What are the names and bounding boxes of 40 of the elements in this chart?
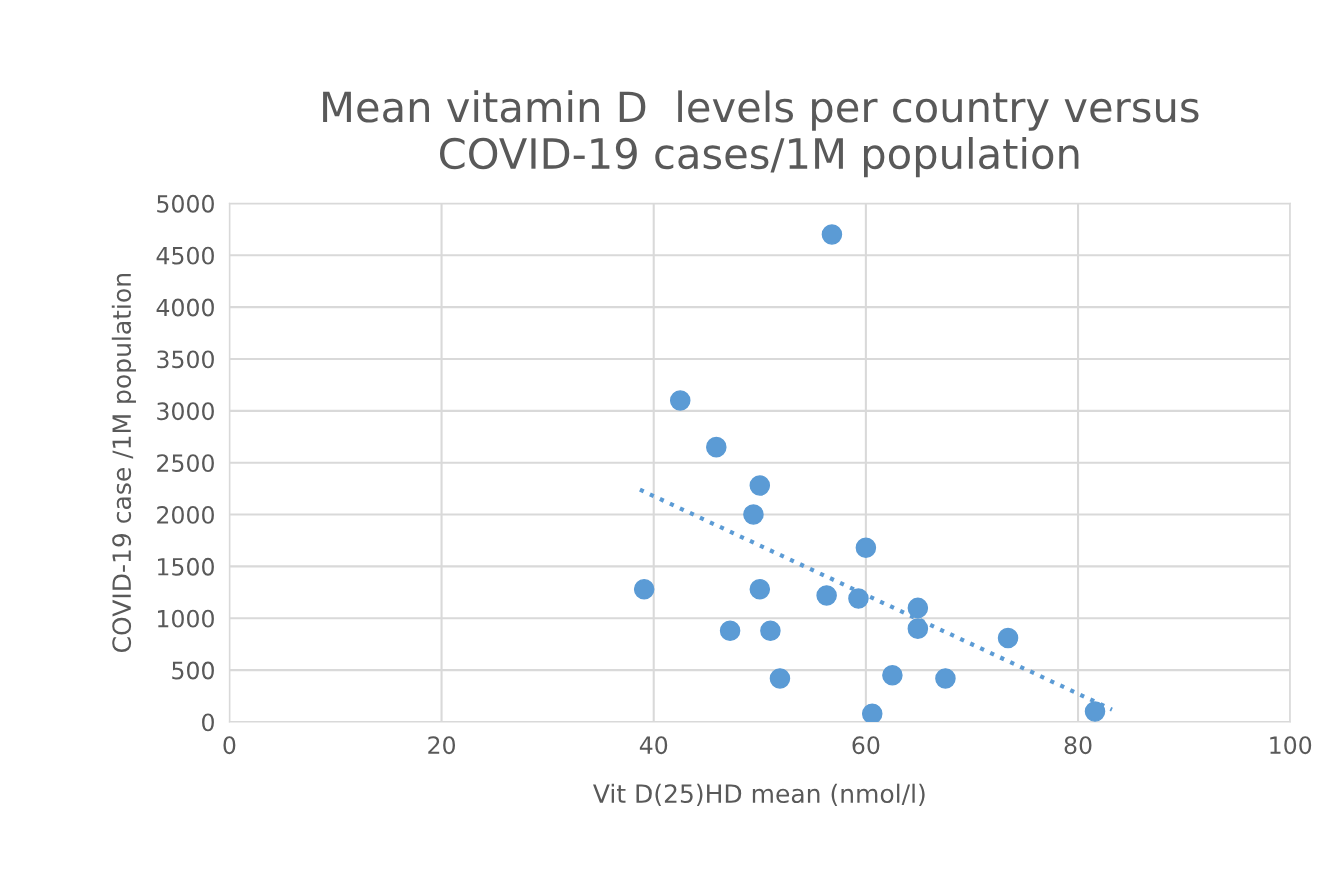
point <box>1084 701 1106 722</box>
x-tick-label: 60 <box>852 736 880 755</box>
y-tick-label: 1000 <box>158 609 214 628</box>
x-tick-label: 80 <box>1064 736 1092 755</box>
point <box>633 578 655 600</box>
point <box>821 224 843 245</box>
x-tick-label: 20 <box>428 736 456 755</box>
x-tick-label: 0 <box>223 736 236 755</box>
point <box>749 578 771 600</box>
y-tick-label: 500 <box>172 661 214 680</box>
point <box>935 668 956 689</box>
point <box>907 618 929 639</box>
chart-title: Mean vitamin D levels per country versus COVID-19 cases/1M population <box>323 90 1199 178</box>
point <box>861 703 883 722</box>
y-tick-label: 4500 <box>156 246 214 265</box>
point <box>997 627 1019 649</box>
point <box>669 390 691 411</box>
x-tick-label: 40 <box>639 736 668 755</box>
x-tick-label: 100 <box>1270 736 1312 755</box>
point <box>706 436 727 458</box>
point <box>907 597 929 619</box>
y-axis-title: COVID-19 case /1M population <box>111 274 136 653</box>
point <box>855 537 877 559</box>
point <box>816 585 837 606</box>
x-axis-title: Vit D(25)HD mean (nmol/l) <box>593 783 925 806</box>
y-tick-label: 3000 <box>157 402 214 421</box>
y-tick-label: 2000 <box>157 505 214 524</box>
point <box>882 665 903 686</box>
y-tick-label: 2500 <box>157 454 214 472</box>
point <box>749 475 771 496</box>
point <box>760 620 781 641</box>
point <box>848 588 869 609</box>
y-tick-label: 5000 <box>157 194 214 213</box>
point <box>769 668 791 689</box>
y-tick-label: 1500 <box>158 557 214 576</box>
y-tick-label: 0 <box>202 713 214 732</box>
y-tick-label: 4000 <box>156 298 214 317</box>
y-tick-label: 3500 <box>157 350 214 369</box>
point <box>743 504 764 525</box>
point <box>719 620 741 641</box>
